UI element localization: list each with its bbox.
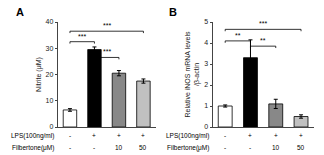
svg-text:0: 0 bbox=[204, 123, 208, 130]
svg-text:10: 10 bbox=[115, 144, 123, 151]
svg-text:Filbertone(μM): Filbertone(μM) bbox=[12, 144, 54, 152]
svg-text:1: 1 bbox=[204, 102, 208, 109]
svg-text:40: 40 bbox=[46, 18, 54, 25]
svg-text:**: ** bbox=[235, 32, 241, 39]
svg-text:50: 50 bbox=[139, 144, 147, 151]
svg-text:2: 2 bbox=[204, 81, 208, 88]
svg-text:+: + bbox=[92, 132, 96, 139]
svg-text:4: 4 bbox=[204, 39, 208, 46]
svg-text:+: + bbox=[299, 132, 303, 139]
svg-text:10: 10 bbox=[272, 144, 280, 151]
svg-text:***: *** bbox=[103, 22, 111, 29]
svg-text:30: 30 bbox=[46, 45, 54, 52]
svg-text:+: + bbox=[274, 132, 278, 139]
svg-text:0: 0 bbox=[49, 123, 53, 130]
svg-text:Nitrite (μM): Nitrite (μM) bbox=[35, 57, 43, 92]
svg-text:+: + bbox=[248, 132, 252, 139]
svg-text:20: 20 bbox=[46, 71, 54, 78]
svg-text:-: - bbox=[224, 144, 226, 151]
svg-text:10: 10 bbox=[46, 97, 54, 104]
svg-text:LPS(100ng/ml): LPS(100ng/ml) bbox=[11, 132, 54, 140]
svg-text:-: - bbox=[69, 132, 71, 139]
svg-text:-: - bbox=[249, 144, 251, 151]
svg-text:**: ** bbox=[260, 37, 266, 44]
svg-text:***: *** bbox=[103, 48, 111, 55]
svg-text:-: - bbox=[69, 144, 71, 151]
svg-text:Filbertone(μM): Filbertone(μM) bbox=[167, 144, 209, 152]
svg-text:50: 50 bbox=[297, 144, 305, 151]
svg-text:Relative iNOS mRNA levels/β-ac: Relative iNOS mRNA levels/β-actin bbox=[184, 31, 201, 117]
svg-text:-: - bbox=[224, 132, 226, 139]
svg-text:3: 3 bbox=[204, 60, 208, 67]
svg-text:LPS(100ng/ml): LPS(100ng/ml) bbox=[166, 132, 209, 140]
svg-text:B: B bbox=[169, 6, 177, 18]
svg-text:A: A bbox=[16, 6, 24, 18]
svg-text:***: *** bbox=[259, 20, 267, 27]
svg-text:+: + bbox=[117, 132, 121, 139]
svg-text:-: - bbox=[93, 144, 95, 151]
svg-text:+: + bbox=[141, 132, 145, 139]
svg-text:5: 5 bbox=[204, 18, 208, 25]
svg-text:***: *** bbox=[78, 33, 86, 40]
